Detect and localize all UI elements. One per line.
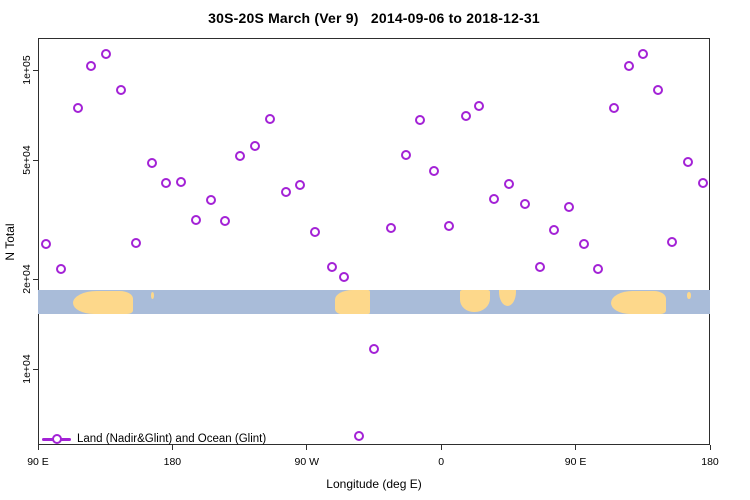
data-point [535,262,546,273]
data-point [474,101,484,112]
y-tick-label: 5e+04 [21,145,33,175]
x-axis-title: Longitude (deg E) [326,477,422,491]
data-point [100,49,111,60]
x-tick [171,445,173,450]
land-region-new-caledonia [150,291,155,300]
data-point [235,150,245,161]
data-point [161,177,171,188]
x-tick-label: 90 E [564,456,587,468]
x-tick [440,445,442,450]
x-tick [37,445,39,450]
data-point [488,194,499,205]
chart-title: 30S-20S March (Ver 9) 2014-09-06 to 2018… [208,10,540,26]
data-point [369,343,379,354]
data-point [637,49,648,60]
data-point [205,195,216,206]
data-point [176,177,187,187]
data-point [461,110,471,121]
y-tick-label: 1e+05 [21,55,33,85]
x-tick-label: 90 W [294,456,320,468]
x-tick [709,445,711,450]
data-point [401,149,411,160]
y-axis-title: N Total [3,223,17,261]
land-region-australia-2 [611,290,667,314]
data-point [504,178,514,189]
data-point [265,113,276,124]
y-tick [33,278,38,280]
data-point [281,186,291,197]
data-point [116,85,126,95]
data-point [698,177,708,188]
data-point [327,262,337,273]
legend-label: Land (Nadir&Glint) and Ocean (Glint) [77,433,267,445]
data-point [250,141,260,151]
data-point [86,61,96,72]
x-tick-label: 90 E [27,456,49,468]
x-tick [575,445,577,450]
data-point [653,85,663,95]
data-point [131,237,141,248]
map-band [38,289,710,314]
legend-circle-icon [51,434,62,444]
data-point [146,157,157,168]
data-point [667,236,678,247]
data-point [339,272,349,282]
data-point [310,227,320,238]
land-region-australia [72,290,133,314]
data-point [624,61,635,72]
data-point [609,103,619,113]
land-region-madagascar [499,289,516,307]
x-tick-label: 0 [438,456,445,468]
data-point [415,115,425,125]
y-tick [33,368,38,370]
data-point [520,199,530,210]
data-point [579,238,589,249]
data-point [564,202,574,212]
plot-area [38,38,710,445]
data-point [294,179,305,190]
data-point [683,157,693,168]
land-region-south-america [334,289,371,314]
land-region-fiji [686,291,692,300]
data-point [41,238,52,249]
x-tick-label: 180 [163,456,182,468]
x-tick [306,445,308,450]
y-tick-label: 1e+04 [21,354,33,384]
data-point [56,264,66,274]
data-point [444,220,454,231]
data-point [191,215,201,225]
land-region-africa [459,289,491,313]
data-point [593,264,603,274]
data-point [548,225,559,236]
y-tick-label: 2e+04 [21,264,33,294]
data-point [73,103,83,113]
data-point [354,431,365,441]
y-tick [33,159,38,161]
data-point [429,165,439,176]
data-point [386,223,396,234]
y-tick [33,69,38,71]
x-tick-label: 180 [701,456,719,468]
data-point [220,216,230,227]
